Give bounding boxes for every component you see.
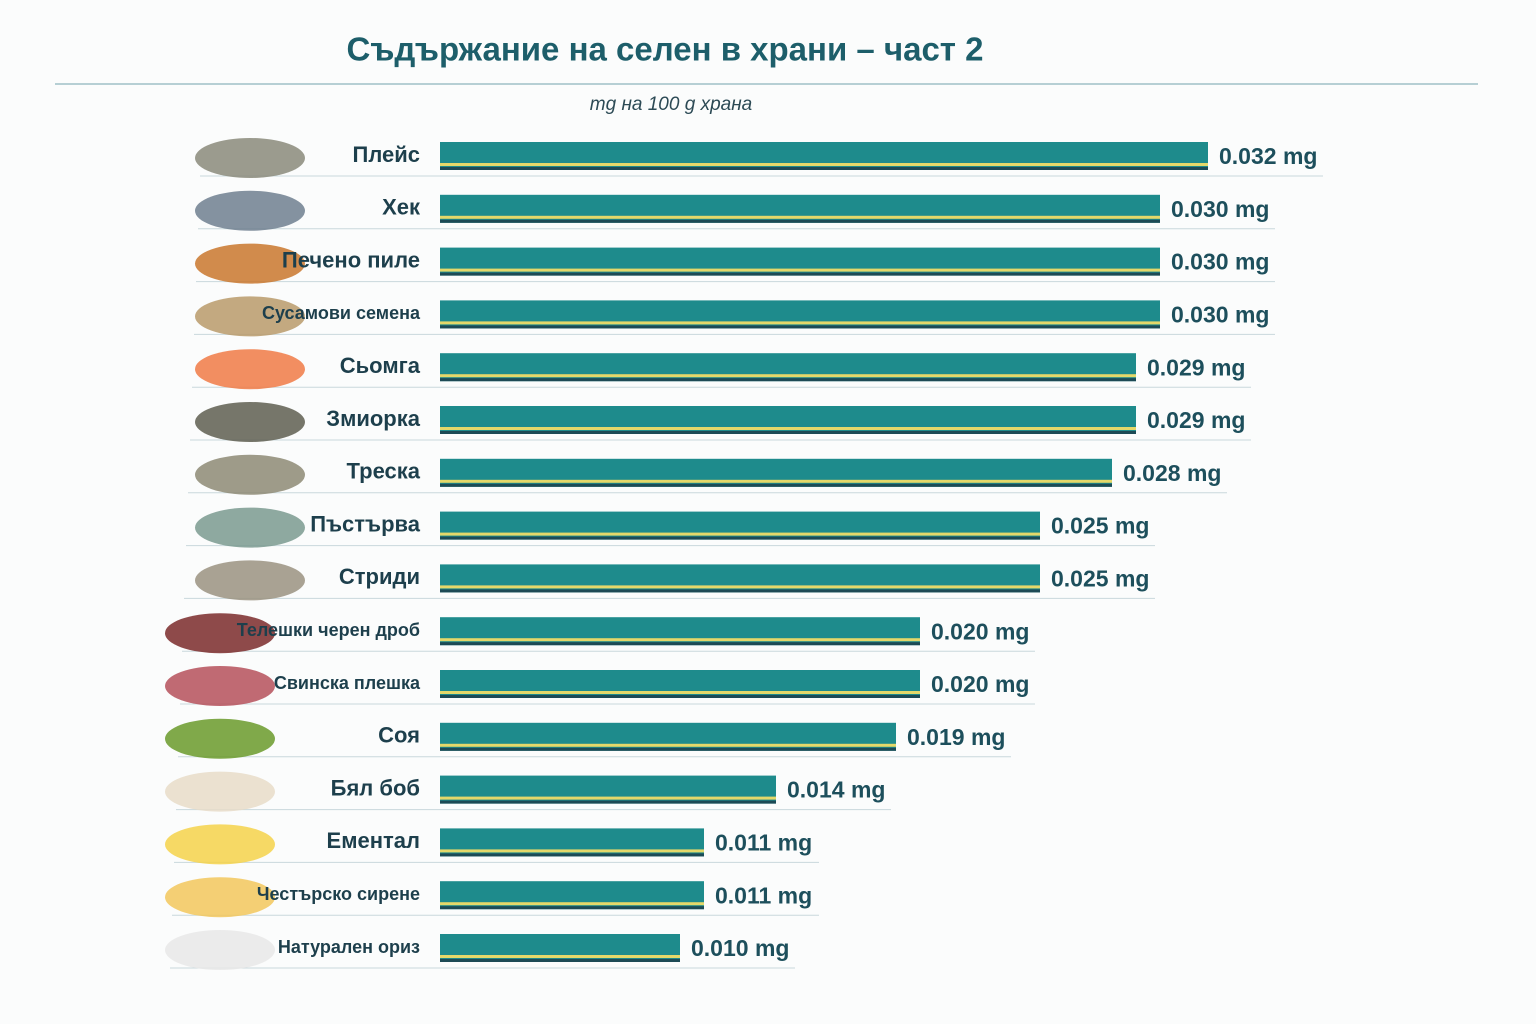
category-label: Стриди: [339, 564, 420, 589]
value-label: 0.030 mg: [1171, 249, 1269, 275]
value-label: 0.030 mg: [1171, 301, 1269, 327]
bar-base: [440, 167, 1208, 170]
bar-base: [440, 959, 680, 962]
category-label: Телешки черен дроб: [237, 620, 420, 640]
value-label: 0.020 mg: [931, 671, 1029, 697]
bar-base: [440, 378, 1136, 382]
food-icon: [165, 718, 275, 759]
value-label: 0.011 mg: [715, 829, 812, 855]
bar-base: [440, 325, 1160, 329]
food-icon: [165, 824, 275, 865]
value-label: 0.014 mg: [787, 777, 885, 803]
bar-stripe: [440, 585, 1040, 589]
food-icon: [165, 613, 275, 654]
bar-stripe: [440, 427, 1136, 430]
value-label: 0.020 mg: [931, 618, 1029, 644]
value-label: 0.032 mg: [1219, 143, 1317, 169]
category-label: Плейс: [353, 142, 421, 167]
chart-title: Съдържание на селен в храни – част 2: [347, 31, 984, 68]
bar-base: [440, 642, 920, 646]
bar-stripe: [440, 849, 704, 853]
value-label: 0.025 mg: [1051, 565, 1149, 591]
food-icon: [165, 930, 275, 970]
bar-base: [440, 431, 1136, 434]
bar-stripe: [440, 321, 1160, 325]
category-label: Честърско сирене: [257, 884, 420, 904]
bar-stripe: [440, 955, 680, 958]
bar-stripe: [440, 638, 920, 642]
food-icon: [195, 138, 305, 178]
value-label: 0.029 mg: [1147, 354, 1245, 380]
food-icon: [195, 190, 305, 231]
value-label: 0.029 mg: [1147, 407, 1245, 433]
bar-stripe: [440, 902, 704, 906]
bar-stripe: [440, 691, 920, 694]
category-label: Свинска плешка: [274, 673, 421, 693]
food-icon: [195, 296, 305, 337]
category-label: Ементал: [327, 828, 420, 853]
bar-stripe: [440, 163, 1208, 166]
bar-base: [440, 483, 1112, 487]
category-label: Треска: [347, 459, 421, 484]
bar-base: [440, 536, 1040, 540]
category-label: Соя: [378, 723, 420, 748]
bar-base: [440, 853, 704, 857]
bar-base: [440, 272, 1160, 276]
bar-stripe: [440, 479, 1112, 483]
category-label: Пъстърва: [310, 511, 421, 536]
bar-base: [440, 219, 1160, 223]
value-label: 0.010 mg: [691, 935, 789, 961]
value-label: 0.030 mg: [1171, 196, 1269, 222]
bar-base: [440, 906, 704, 910]
food-icon: [195, 454, 305, 495]
food-icon: [195, 507, 305, 548]
food-icon: [195, 349, 305, 390]
bar-stripe: [440, 374, 1136, 378]
category-label: Сусамови семена: [262, 303, 421, 323]
food-icon: [165, 771, 275, 812]
bar-base: [440, 695, 920, 698]
bar-stripe: [440, 268, 1160, 272]
food-icon: [195, 243, 305, 284]
bar-base: [440, 800, 776, 804]
bar-stripe: [440, 743, 896, 747]
food-icon: [165, 666, 275, 706]
value-label: 0.011 mg: [715, 882, 812, 908]
category-label: Печено пиле: [282, 247, 420, 272]
bar-base: [440, 589, 1040, 593]
value-label: 0.019 mg: [907, 724, 1005, 750]
category-label: Змиорка: [326, 406, 420, 431]
category-label: Бял боб: [331, 775, 420, 800]
value-label: 0.025 mg: [1051, 513, 1149, 539]
bar-stripe: [440, 796, 776, 800]
value-label: 0.028 mg: [1123, 460, 1221, 486]
food-icon: [165, 877, 275, 918]
food-icon: [195, 560, 305, 601]
category-label: Натурален ориз: [278, 937, 420, 957]
bar-stripe: [440, 532, 1040, 536]
food-icon: [195, 402, 305, 442]
category-label: Сьомга: [340, 353, 421, 378]
bar-base: [440, 747, 896, 751]
bar-stripe: [440, 215, 1160, 219]
category-label: Хек: [382, 195, 421, 220]
chart-subtitle: mg на 100 g храна: [590, 94, 752, 115]
